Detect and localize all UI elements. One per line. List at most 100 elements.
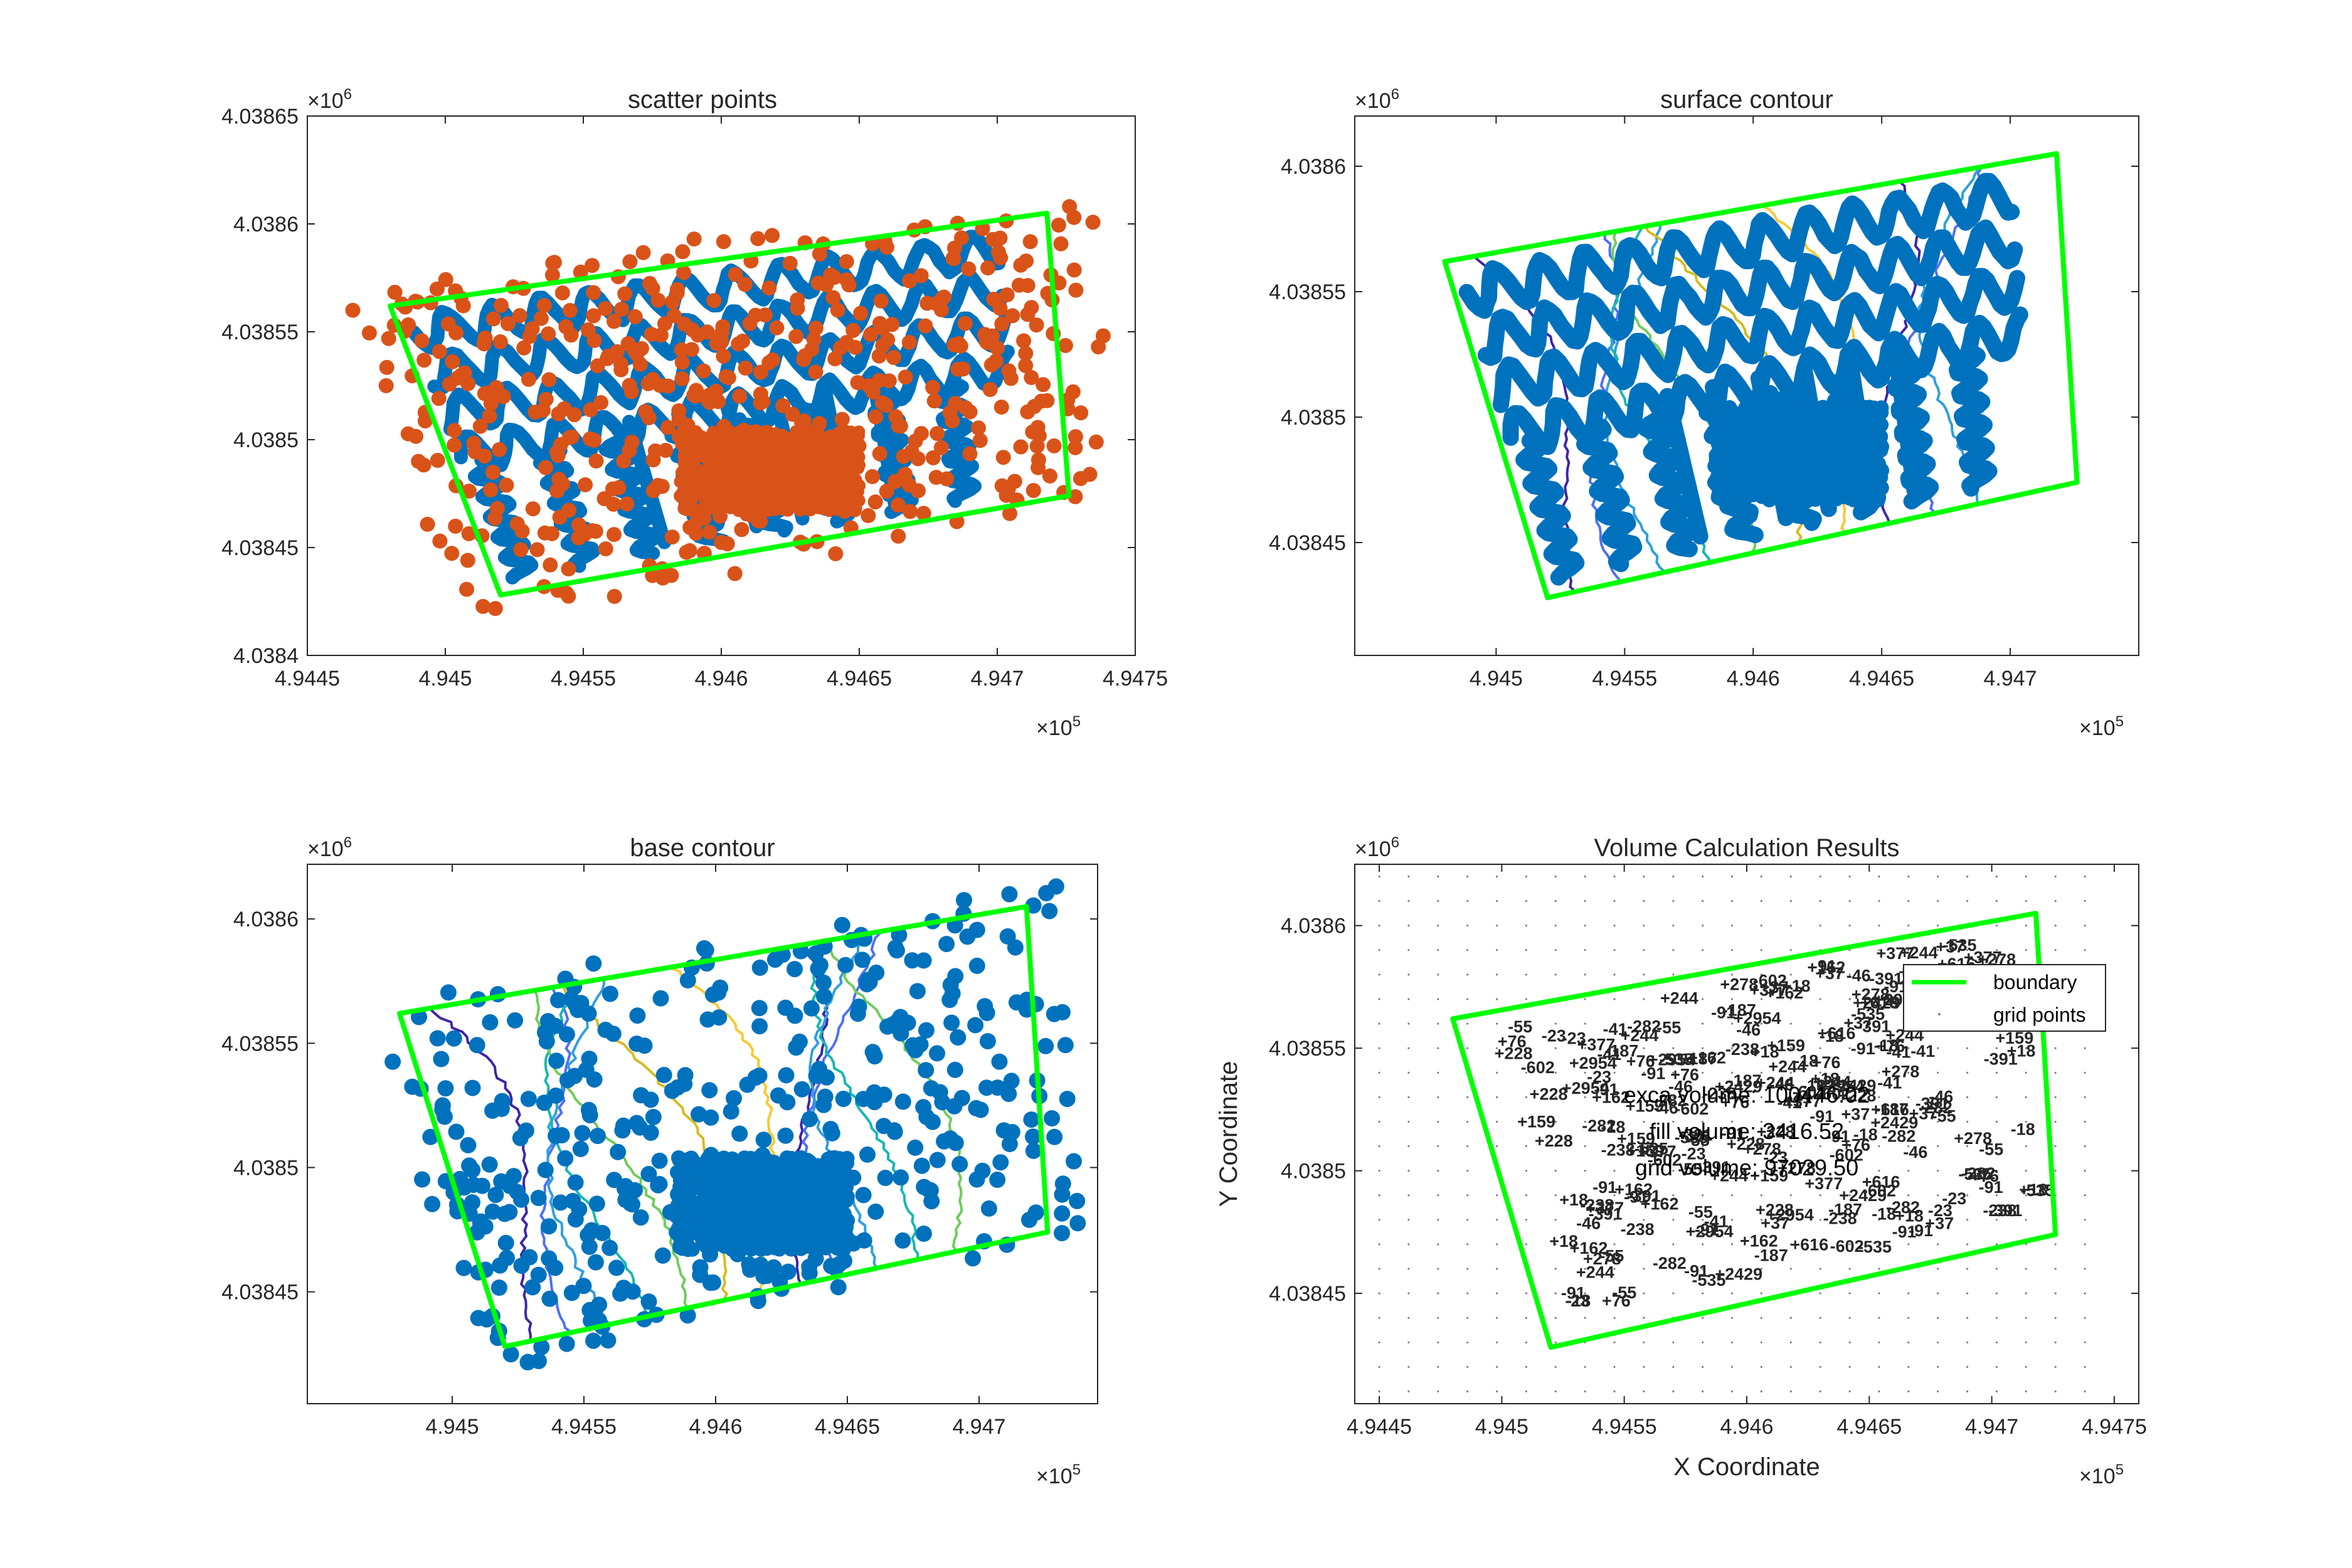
- grid-point: [1584, 949, 1586, 951]
- grid-point: [1937, 900, 1939, 903]
- data-point: [859, 972, 876, 988]
- grid-value-label: +162: [1688, 1049, 1726, 1067]
- y-multiplier-base: ×10: [307, 89, 344, 113]
- grid-point: [1672, 1071, 1675, 1074]
- x-multiplier-exp: 5: [1073, 1461, 1081, 1478]
- data-point-orange: [750, 231, 766, 246]
- data-point-orange: [516, 340, 532, 356]
- data-point: [907, 1139, 924, 1156]
- grid-point: [1643, 1096, 1645, 1098]
- data-point-orange: [933, 302, 949, 317]
- data-point: [640, 1293, 657, 1310]
- grid-point: [1554, 1268, 1557, 1270]
- grid-point: [1878, 1096, 1880, 1098]
- grid-value-label: +616: [1860, 993, 1899, 1012]
- data-point-orange: [812, 416, 827, 432]
- data-point-orange: [489, 380, 504, 396]
- grid-point: [1731, 1120, 1734, 1123]
- data-point-orange: [561, 561, 576, 577]
- grid-point: [1525, 1022, 1527, 1025]
- grid-point: [1731, 1316, 1734, 1319]
- data-point: [1716, 486, 1732, 502]
- grid-point: [1760, 924, 1762, 927]
- data-point: [645, 1109, 662, 1125]
- grid-value-label: -187: [1604, 1041, 1638, 1060]
- grid-point: [2084, 900, 2086, 903]
- data-point-orange: [448, 519, 464, 534]
- grid-point: [1496, 1145, 1498, 1148]
- grid-point: [1819, 875, 1821, 878]
- data-point-orange: [1030, 460, 1046, 475]
- boundary-line: [397, 904, 1051, 1349]
- grid-point: [1937, 924, 1939, 927]
- data-point: [481, 1156, 498, 1173]
- data-point: [989, 1172, 1006, 1188]
- data-point: [702, 1246, 718, 1263]
- data-point: [601, 985, 618, 1002]
- grid-value-label: -41: [1886, 1043, 1910, 1062]
- grid-value-label: -46: [1736, 1020, 1761, 1039]
- grid-point: [1937, 1219, 1939, 1221]
- grid-point: [1731, 973, 1734, 976]
- grid-point: [1789, 998, 1792, 1000]
- data-point: [470, 1310, 487, 1327]
- grid-value-label: +2954: [1569, 1054, 1617, 1073]
- data-point: [1054, 1004, 1071, 1020]
- data-point-orange: [925, 379, 941, 395]
- grid-point: [1437, 998, 1439, 1000]
- x-tick-label: 4.9455: [551, 1415, 617, 1439]
- data-point: [850, 999, 867, 1015]
- data-point: [670, 1186, 687, 1203]
- data-point: [497, 1234, 514, 1251]
- grid-point: [1731, 1219, 1734, 1221]
- grid-point: [1789, 924, 1792, 927]
- grid-point: [1672, 875, 1675, 878]
- data-point-orange: [679, 498, 695, 514]
- grid-point: [2054, 949, 2057, 951]
- data-point: [1727, 468, 1742, 484]
- data-point-orange: [783, 477, 799, 493]
- grid-point: [1760, 1243, 1762, 1246]
- y-tick-label: 4.03845: [1269, 531, 1346, 555]
- data-point-orange: [590, 358, 605, 374]
- grid-value-label: +18: [1811, 1069, 1840, 1088]
- grid-value-label: -391: [1988, 1201, 2022, 1220]
- data-point-orange: [702, 395, 718, 410]
- grid-point: [2054, 1243, 2057, 1246]
- x-tick-label: 4.945: [1475, 1415, 1528, 1439]
- data-point: [469, 1224, 485, 1241]
- data-point-orange: [578, 477, 593, 492]
- data-point: [915, 1226, 932, 1242]
- grid-value-label: -535: [1943, 936, 1977, 955]
- data-point-orange: [492, 334, 508, 349]
- data-point-orange: [874, 395, 890, 411]
- data-point: [506, 1168, 522, 1185]
- data-point: [580, 1227, 596, 1244]
- data-point: [723, 1199, 739, 1214]
- data-point-orange: [527, 405, 543, 420]
- data-point-orange: [772, 431, 788, 447]
- grid-point: [1554, 1047, 1557, 1049]
- data-point-orange: [558, 319, 574, 334]
- grid-point: [1437, 1170, 1439, 1172]
- grid-value-label: -91: [1809, 1107, 1834, 1126]
- data-point-orange: [588, 453, 604, 469]
- data-point: [762, 1161, 779, 1178]
- data-point: [1069, 1192, 1086, 1209]
- grid-point: [1554, 1145, 1557, 1148]
- data-point-orange: [790, 292, 805, 308]
- data-point-orange: [483, 482, 499, 498]
- data-point-orange: [682, 543, 697, 558]
- data-point-orange: [898, 369, 913, 385]
- grid-point: [1496, 924, 1498, 927]
- data-point-orange: [993, 250, 1009, 265]
- subplot-surface-contour: 4.945 4.9455 4.946 4.9465 4.9474.038454.0385…: [1269, 86, 2139, 740]
- data-point-orange: [1085, 215, 1101, 230]
- data-point-orange: [624, 435, 640, 450]
- data-point-orange: [916, 506, 931, 521]
- grid-point: [1407, 1292, 1410, 1295]
- grid-point: [1760, 1341, 1762, 1343]
- grid-point: [1407, 875, 1410, 878]
- data-point-orange: [893, 418, 908, 434]
- data-point-orange: [873, 293, 889, 309]
